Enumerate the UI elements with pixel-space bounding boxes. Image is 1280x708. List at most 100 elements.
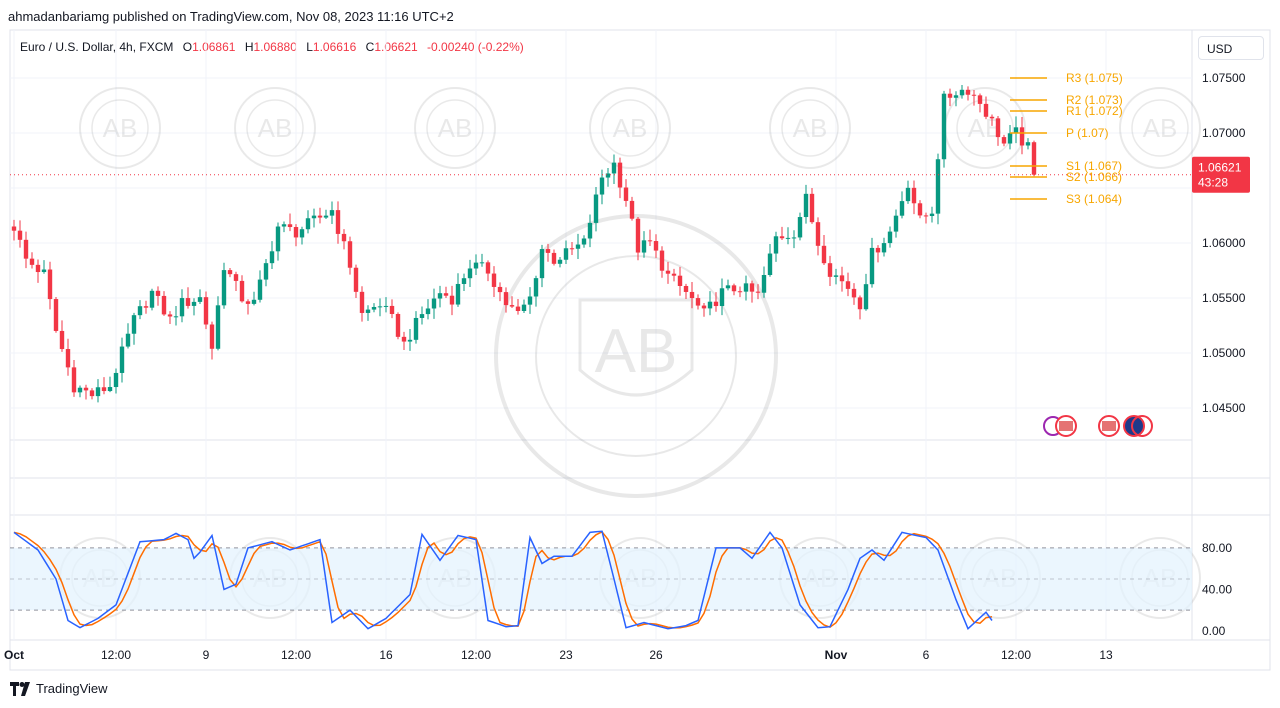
candle xyxy=(473,254,479,276)
stochastic-band xyxy=(10,547,1192,611)
candle-body xyxy=(653,241,659,251)
candle xyxy=(791,230,797,249)
footer-brand[interactable]: TradingView xyxy=(10,681,108,696)
candle xyxy=(389,299,395,319)
open-value: 1.06861 xyxy=(192,40,236,54)
candle xyxy=(173,305,179,326)
time-axis[interactable]: Oct 12:00 9 12:00 16 12:00 23 26 Nov 6 12:00 13 xyxy=(4,648,1113,662)
candle xyxy=(377,298,383,317)
candle-body xyxy=(593,194,599,223)
price-tick-label: 1.05000 xyxy=(1202,346,1246,360)
time-tick-label: 12:00 xyxy=(461,648,491,662)
candle xyxy=(815,217,821,256)
candle-body xyxy=(251,299,257,304)
candle-body xyxy=(425,308,431,315)
candle xyxy=(731,283,737,296)
candle-body xyxy=(995,118,1001,138)
candle-body xyxy=(917,203,923,216)
candle-body xyxy=(77,387,83,393)
candle xyxy=(857,295,863,320)
candle xyxy=(401,331,407,350)
candle xyxy=(251,291,257,306)
candle xyxy=(179,289,185,323)
candle xyxy=(911,180,917,215)
candle xyxy=(1019,117,1025,155)
candle xyxy=(833,268,839,285)
candle xyxy=(839,266,845,292)
candle xyxy=(203,291,209,330)
candle-body xyxy=(815,222,821,246)
candle xyxy=(557,257,563,268)
candle xyxy=(581,235,587,248)
pivot-label: S1 (1.067) xyxy=(1066,159,1122,173)
price-tick-label: 1.04500 xyxy=(1202,401,1246,415)
candle xyxy=(371,303,377,313)
candle-body xyxy=(953,95,959,98)
candle-body xyxy=(59,330,65,350)
candle xyxy=(71,359,77,397)
candle xyxy=(671,268,677,282)
candle-body xyxy=(449,295,455,305)
candle xyxy=(215,296,221,351)
candle xyxy=(917,200,923,219)
candle xyxy=(617,157,623,199)
candle xyxy=(407,328,413,351)
candle xyxy=(227,267,233,278)
candle xyxy=(983,96,989,120)
candle xyxy=(929,206,935,223)
footer-brand-text: TradingView xyxy=(36,681,108,696)
candle xyxy=(485,260,491,282)
candle xyxy=(137,300,143,320)
candle xyxy=(287,213,293,232)
watermark-ring xyxy=(589,87,671,169)
stochastic-axis: 80.00 40.00 0.00 xyxy=(1202,541,1232,638)
candle-body xyxy=(11,226,17,231)
symbol-name[interactable]: Euro / U.S. Dollar, 4h, FXCM xyxy=(20,40,174,54)
candle-body xyxy=(959,89,965,96)
candle-body xyxy=(461,278,467,284)
candle xyxy=(641,231,647,258)
candle xyxy=(89,388,95,400)
candle xyxy=(1025,138,1031,150)
candle-body xyxy=(893,215,899,232)
watermark-ring xyxy=(79,87,161,169)
candle-body xyxy=(1013,127,1019,134)
candle-body xyxy=(503,292,509,306)
candle-body xyxy=(389,305,395,314)
candle xyxy=(965,86,971,101)
candle xyxy=(317,207,323,224)
pivot-label: P (1.07) xyxy=(1066,126,1108,140)
candle-body xyxy=(809,193,815,223)
eu-flag-icon[interactable] xyxy=(1123,415,1145,437)
candle xyxy=(281,221,287,233)
candle-body xyxy=(947,93,953,98)
publish-line: ahmadanbariamg published on TradingView.… xyxy=(8,9,454,24)
candle-body xyxy=(401,336,407,342)
stochastic-layer xyxy=(13,530,993,630)
candle xyxy=(143,300,149,314)
watermark-ring xyxy=(956,99,1014,157)
candle xyxy=(335,201,341,244)
candle xyxy=(305,210,311,234)
price-axis[interactable]: 1.075001.070001.065001.060001.055001.050… xyxy=(1202,71,1246,415)
watermark-logo-text: AB xyxy=(793,113,828,143)
candle xyxy=(887,226,893,248)
currency-selector[interactable]: USD xyxy=(1198,36,1264,60)
candle xyxy=(425,299,431,320)
candle-body xyxy=(233,274,239,281)
candle-body xyxy=(551,252,557,264)
candle-body xyxy=(737,291,743,293)
candle-body xyxy=(371,306,377,310)
candle xyxy=(125,323,131,349)
candle-body xyxy=(899,201,905,216)
symbol-legend: Euro / U.S. Dollar, 4h, FXCM O1.06861 H1… xyxy=(20,40,524,54)
candle-body xyxy=(197,297,203,302)
candle xyxy=(545,243,551,262)
stochastic-tick-label: 80.00 xyxy=(1202,541,1232,555)
candle xyxy=(971,90,977,106)
candle-body xyxy=(599,177,605,195)
candle xyxy=(419,306,425,325)
eu-flag-icon[interactable] xyxy=(1131,415,1153,437)
candle-body xyxy=(1031,142,1037,175)
